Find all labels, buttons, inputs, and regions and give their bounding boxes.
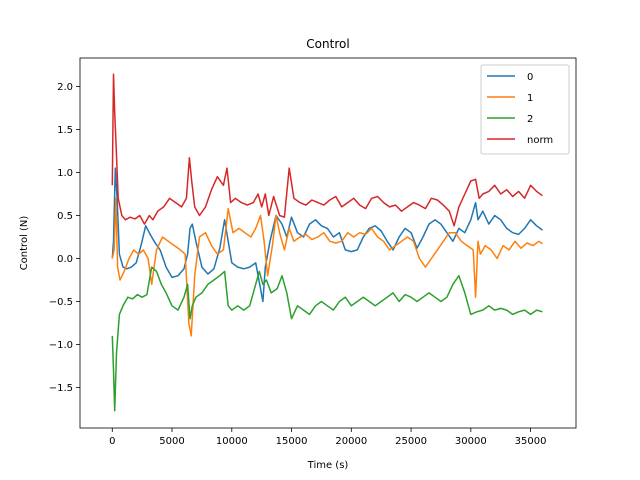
legend-label-3: norm: [527, 135, 553, 146]
x-tick-label: 15000: [276, 436, 308, 447]
chart-title: Control: [306, 37, 349, 51]
x-axis-label: Time (s): [307, 460, 349, 471]
y-axis-label: Control (N): [19, 216, 30, 271]
y-tick-label: 0.5: [57, 211, 73, 222]
y-tick-label: 2.0: [57, 82, 73, 93]
y-tick-label: 0.0: [57, 254, 73, 265]
x-tick-label: 25000: [395, 436, 427, 447]
x-tick-label: 20000: [335, 436, 367, 447]
x-tick-label: 30000: [455, 436, 487, 447]
series-line-2: [111, 266, 543, 412]
plot-frame: [79, 57, 577, 429]
x-tick-label: 35000: [515, 436, 547, 447]
plot-area: [79, 57, 577, 429]
series-lines: [111, 73, 543, 412]
legend: 0 1 2 norm: [480, 64, 570, 155]
x-tick-label: 5000: [159, 436, 184, 447]
x-tick-label: 0: [109, 436, 115, 447]
legend-label-0: 0: [527, 72, 533, 83]
series-line-0: [111, 167, 543, 303]
y-tick-label: 1.0: [57, 168, 73, 179]
legend-label-2: 2: [527, 114, 533, 125]
y-tick-label: −0.5: [49, 297, 73, 308]
x-axis-ticks: 0 5000 10000 15000 20000 25000 30000 35000: [109, 428, 546, 447]
y-tick-label: −1.5: [49, 383, 73, 394]
legend-frame: [480, 64, 570, 155]
series-line-3: [111, 73, 543, 227]
y-axis-ticks: −1.5 −1.0 −0.5 0.0 0.5 1.0 1.5 2.0: [49, 82, 80, 394]
legend-label-1: 1: [527, 93, 533, 104]
y-tick-label: −1.0: [49, 340, 73, 351]
y-tick-label: 1.5: [57, 125, 73, 136]
x-tick-label: 10000: [216, 436, 248, 447]
series-line-1: [111, 197, 543, 337]
